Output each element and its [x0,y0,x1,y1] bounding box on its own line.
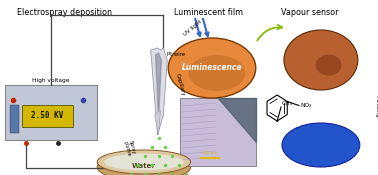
FancyBboxPatch shape [5,85,97,140]
Text: CH₃: CH₃ [282,101,293,106]
Ellipse shape [168,38,256,98]
Text: Vapour sensor: Vapour sensor [282,8,339,17]
Ellipse shape [284,30,358,90]
Polygon shape [151,48,167,135]
Ellipse shape [188,55,245,91]
Text: Heating: Heating [374,96,378,117]
Ellipse shape [97,153,191,175]
Text: Water: Water [132,163,156,169]
FancyBboxPatch shape [22,105,73,127]
Polygon shape [156,53,161,118]
Text: Luminescence: Luminescence [182,64,242,72]
Polygon shape [155,110,160,135]
Text: 2.50 KV: 2.50 KV [31,111,64,121]
FancyBboxPatch shape [10,105,19,133]
Text: Spray
plume: Spray plume [122,139,136,157]
Text: 200 μm: 200 μm [203,151,218,155]
Text: NO₂: NO₂ [300,103,311,108]
Text: UV light: UV light [183,19,203,37]
FancyArrowPatch shape [257,25,282,41]
FancyBboxPatch shape [180,98,256,166]
Text: High voltage: High voltage [32,78,70,83]
Text: Capillary: Capillary [175,73,186,97]
Text: Luminescent film: Luminescent film [174,8,243,17]
Text: Pt wire: Pt wire [167,52,185,58]
Polygon shape [218,98,256,142]
Ellipse shape [282,123,360,167]
Ellipse shape [97,150,191,174]
Ellipse shape [316,54,342,75]
Text: Electrospray deposition: Electrospray deposition [17,8,112,17]
Ellipse shape [104,154,184,170]
